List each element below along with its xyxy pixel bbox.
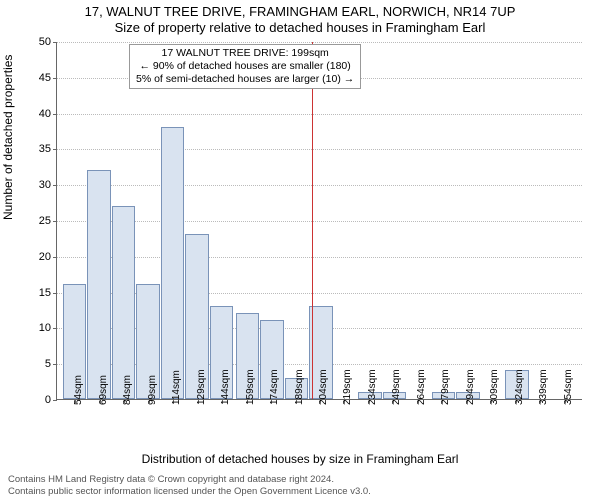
ytick-label: 20: [39, 251, 51, 263]
ytick-label: 5: [45, 358, 51, 370]
ytick-mark: [53, 149, 57, 150]
ytick-mark: [53, 328, 57, 329]
ytick-label: 45: [39, 72, 51, 84]
ytick-label: 0: [45, 394, 51, 406]
xtick-label: 114sqm: [171, 370, 182, 405]
xtick-label: 54sqm: [73, 375, 84, 405]
xtick-label: 99sqm: [147, 375, 158, 405]
marker-info-box: 17 WALNUT TREE DRIVE: 199sqm ← 90% of de…: [129, 44, 361, 89]
ytick-label: 50: [39, 36, 51, 48]
ytick-label: 30: [39, 179, 51, 191]
ytick-mark: [53, 257, 57, 258]
info-line2: ← 90% of detached houses are smaller (18…: [136, 60, 354, 73]
xtick-label: 174sqm: [269, 369, 280, 405]
gridline: [57, 42, 582, 43]
ytick-label: 35: [39, 143, 51, 155]
xtick-label: 249sqm: [391, 369, 402, 405]
histogram-bar: [87, 170, 110, 399]
ytick-label: 25: [39, 215, 51, 227]
xtick-label: 324sqm: [514, 369, 525, 405]
ytick-mark: [53, 185, 57, 186]
xtick-label: 339sqm: [538, 369, 549, 405]
xtick-label: 234sqm: [367, 369, 378, 405]
xtick-label: 279sqm: [440, 369, 451, 405]
gridline: [57, 185, 582, 186]
ytick-label: 15: [39, 287, 51, 299]
gridline: [57, 149, 582, 150]
info-line3: 5% of semi-detached houses are larger (1…: [136, 73, 354, 86]
xtick-label: 84sqm: [122, 375, 133, 405]
ytick-mark: [53, 42, 57, 43]
xtick-label: 69sqm: [98, 375, 109, 405]
ytick-mark: [53, 114, 57, 115]
xtick-label: 144sqm: [220, 369, 231, 405]
gridline: [57, 257, 582, 258]
y-axis-label: Number of detached properties: [1, 55, 15, 220]
ytick-mark: [53, 364, 57, 365]
xtick-label: 159sqm: [245, 369, 256, 405]
xtick-label: 189sqm: [294, 369, 305, 405]
footer-line1: Contains HM Land Registry data © Crown c…: [8, 474, 592, 486]
ytick-mark: [53, 293, 57, 294]
chart-title-line2: Size of property relative to detached ho…: [0, 20, 600, 35]
xtick-label: 204sqm: [318, 369, 329, 405]
footer-line2: Contains public sector information licen…: [8, 486, 592, 498]
histogram-bar: [112, 206, 135, 399]
xtick-label: 264sqm: [416, 369, 427, 405]
xtick-label: 309sqm: [489, 369, 500, 405]
gridline: [57, 221, 582, 222]
info-line1: 17 WALNUT TREE DRIVE: 199sqm: [136, 47, 354, 60]
ytick-mark: [53, 221, 57, 222]
xtick-label: 294sqm: [465, 369, 476, 405]
xtick-label: 129sqm: [196, 369, 207, 405]
ytick-label: 40: [39, 108, 51, 120]
plot-area: 0510152025303540455054sqm69sqm84sqm99sqm…: [56, 42, 582, 400]
xtick-label: 219sqm: [342, 369, 353, 405]
xtick-label: 354sqm: [563, 369, 574, 405]
ytick-mark: [53, 400, 57, 401]
ytick-mark: [53, 78, 57, 79]
ytick-label: 10: [39, 322, 51, 334]
chart-title-line1: 17, WALNUT TREE DRIVE, FRAMINGHAM EARL, …: [0, 4, 600, 19]
x-axis-label: Distribution of detached houses by size …: [0, 452, 600, 466]
gridline: [57, 114, 582, 115]
reference-marker-line: [312, 42, 313, 399]
footer-attribution: Contains HM Land Registry data © Crown c…: [8, 474, 592, 498]
histogram-chart: 17, WALNUT TREE DRIVE, FRAMINGHAM EARL, …: [0, 0, 600, 500]
histogram-bar: [161, 127, 184, 399]
